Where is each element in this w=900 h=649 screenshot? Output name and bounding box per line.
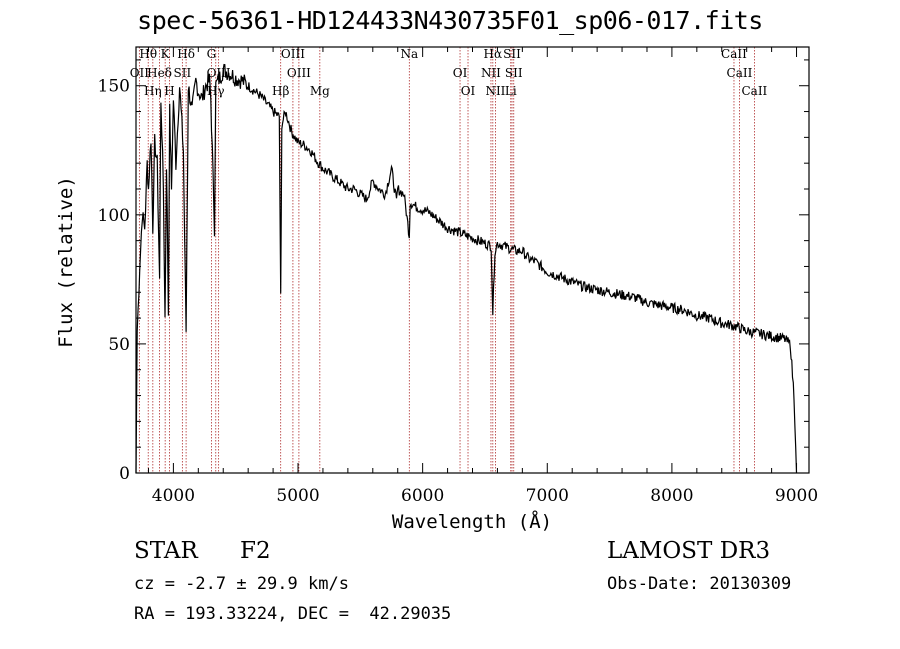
line-label: OI bbox=[461, 84, 476, 98]
survey-name: LAMOST DR3 bbox=[607, 538, 771, 564]
chart-title: spec-56361-HD124433N430735F01_sp06-017.f… bbox=[137, 6, 763, 35]
line-label: Li bbox=[505, 84, 517, 98]
x-axis-label: Wavelength (Å) bbox=[392, 510, 552, 533]
line-label: K bbox=[161, 47, 171, 61]
ra-dec: RA = 193.33224, DEC = 42.29035 bbox=[134, 604, 452, 624]
line-label: OIII bbox=[281, 47, 305, 61]
line-label: Hη bbox=[144, 84, 162, 98]
line-label: OI bbox=[453, 66, 468, 80]
line-label: OII bbox=[130, 66, 150, 80]
line-markers bbox=[138, 47, 755, 473]
line-label: OIII bbox=[287, 66, 311, 80]
plot-frame bbox=[135, 46, 810, 474]
line-label: SII bbox=[505, 66, 523, 80]
line-label: Na bbox=[400, 47, 418, 61]
line-label: SII bbox=[503, 47, 521, 61]
obs-date: Obs-Date: 20130309 bbox=[607, 574, 792, 594]
x-tick-label: 6000 bbox=[401, 486, 444, 506]
line-label: Hδ bbox=[177, 47, 195, 61]
spectrum-line bbox=[135, 63, 798, 474]
line-label: CaII bbox=[721, 47, 747, 61]
line-label: G bbox=[207, 47, 217, 61]
line-label: CaII bbox=[727, 66, 753, 80]
object-subclass: F2 bbox=[240, 538, 271, 564]
y-tick-label: 50 bbox=[108, 335, 130, 355]
line-label: Heδ bbox=[147, 66, 172, 80]
x-tick-label: 8000 bbox=[650, 486, 693, 506]
x-tick-label: 5000 bbox=[276, 486, 319, 506]
object-type: STAR bbox=[134, 538, 198, 564]
line-label: NII bbox=[481, 66, 501, 80]
x-tick-label: 4000 bbox=[152, 486, 195, 506]
y-axis-label: Flux (relative) bbox=[55, 176, 77, 348]
y-axis-ticks: 0 50 100 150 bbox=[98, 59, 809, 484]
line-label: SII bbox=[174, 66, 192, 80]
line-label: Hα bbox=[484, 47, 503, 61]
y-tick-label: 0 bbox=[119, 464, 130, 484]
x-tick-label: 7000 bbox=[526, 486, 569, 506]
line-label: Hβ bbox=[272, 84, 289, 98]
x-tick-label: 9000 bbox=[775, 486, 818, 506]
line-label: CaII bbox=[741, 84, 767, 98]
line-label: Hθ bbox=[139, 47, 157, 61]
line-label: NII bbox=[485, 84, 505, 98]
x-axis-ticks: 4000 5000 6000 7000 8000 9000 bbox=[147, 47, 818, 506]
line-label: H bbox=[164, 84, 174, 98]
y-tick-label: 100 bbox=[98, 206, 130, 226]
redshift-cz: cz = -2.7 ± 29.9 km/s bbox=[134, 574, 349, 594]
y-tick-label: 150 bbox=[98, 77, 130, 97]
line-label: Mg bbox=[310, 84, 330, 98]
line-labels: HθOIIHηKHeδHHδSIIHγGOIIIHβOIIIOIIIMgNaOI… bbox=[130, 47, 768, 98]
